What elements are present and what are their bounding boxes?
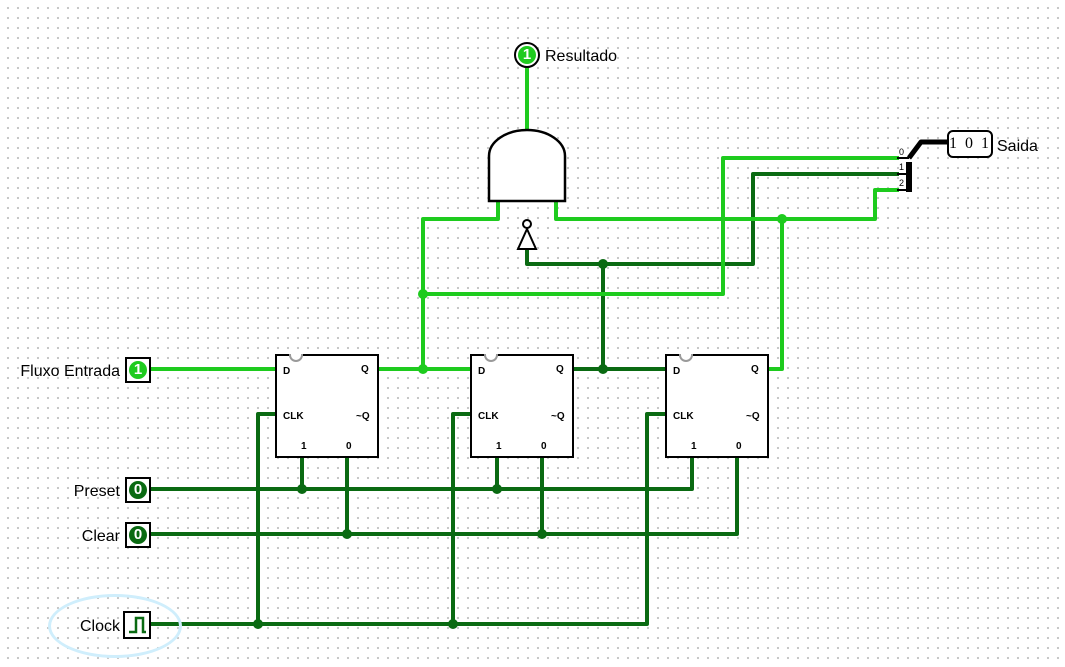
and-gate[interactable] <box>487 128 567 203</box>
ff-nq-label: ~Q <box>356 411 370 422</box>
fluxo-entrada-label: Fluxo Entrada <box>20 363 120 380</box>
ff-reset-label: 0 <box>736 441 742 452</box>
ff-clk-label: CLK <box>673 411 694 422</box>
junction-dot <box>342 529 352 539</box>
clear-input-pin[interactable]: 0 <box>125 522 151 548</box>
junction-dot <box>448 619 458 629</box>
junction-dot <box>777 214 787 224</box>
clock-label: Clock <box>79 618 120 635</box>
d-flipflop-1[interactable]: D Q CLK ~Q 1 0 <box>275 354 379 458</box>
q3-wire <box>768 217 784 371</box>
clock-notch-icon <box>679 354 693 362</box>
junction-dot <box>492 484 502 494</box>
preset-label: Preset <box>73 483 120 500</box>
ff-clk-label: CLK <box>283 411 304 422</box>
junctions <box>253 214 787 629</box>
saida-label: Saida <box>997 138 1038 155</box>
ff-set-label: 1 <box>691 441 697 452</box>
d-flipflop-3[interactable]: D Q CLK ~Q 1 0 <box>665 354 769 458</box>
clock-tap-ff1 <box>256 412 275 626</box>
ff-reset-label: 0 <box>541 441 547 452</box>
ff-d-label: D <box>283 366 291 377</box>
q3-to-and-wire <box>554 188 899 221</box>
ff-reset-label: 0 <box>346 441 352 452</box>
preset-wire <box>151 458 694 491</box>
ff-q-label: Q <box>361 364 369 375</box>
ff-d-label: D <box>478 366 486 377</box>
clock-input[interactable] <box>123 611 151 639</box>
clock-notch-icon <box>289 354 303 362</box>
junction-dot <box>598 364 608 374</box>
ff-clk-label: CLK <box>478 411 499 422</box>
ff-q-label: Q <box>556 364 564 375</box>
junction-dot <box>537 529 547 539</box>
pin-value: 1 <box>129 361 147 379</box>
bus-bit-2-label: 2 <box>899 178 904 188</box>
clock-wire <box>151 412 665 626</box>
q2-to-not-wire <box>525 172 899 266</box>
saida-probe[interactable]: 1 0 1 <box>947 130 993 158</box>
selection-highlight <box>48 594 182 658</box>
pin-value: 0 <box>129 481 147 499</box>
bus-bit-0-label: 0 <box>899 147 904 157</box>
junction-dot <box>418 289 428 299</box>
resultado-output-pin[interactable]: 1 <box>514 42 540 68</box>
junction-dot <box>598 259 608 269</box>
ff-d-label: D <box>673 366 681 377</box>
q1-to-and-wire <box>421 199 500 371</box>
clock-waveform-icon <box>129 616 146 634</box>
bus-splitter[interactable] <box>897 139 947 192</box>
fluxo-entrada-input-pin[interactable]: 1 <box>125 357 151 383</box>
ff-q-label: Q <box>751 364 759 375</box>
pin-value: 1 <box>518 46 536 64</box>
ff-set-label: 1 <box>301 441 307 452</box>
ff-nq-label: ~Q <box>746 411 760 422</box>
clock-notch-icon <box>484 354 498 362</box>
clear-label: Clear <box>81 528 120 545</box>
pin-value: 0 <box>129 526 147 544</box>
junction-dot <box>418 364 428 374</box>
ff-set-label: 1 <box>496 441 502 452</box>
clear-wire <box>151 458 739 536</box>
clock-tap-ff2 <box>451 412 470 626</box>
not-gate[interactable] <box>516 219 538 250</box>
junction-dot <box>253 619 263 629</box>
ff-nq-label: ~Q <box>551 411 565 422</box>
junction-dot <box>297 484 307 494</box>
bus-bit-1-label: 1 <box>899 162 904 172</box>
q1-to-bus-wire <box>421 156 899 296</box>
preset-input-pin[interactable]: 0 <box>125 477 151 503</box>
resultado-label: Resultado <box>545 48 618 65</box>
d-flipflop-2[interactable]: D Q CLK ~Q 1 0 <box>470 354 574 458</box>
